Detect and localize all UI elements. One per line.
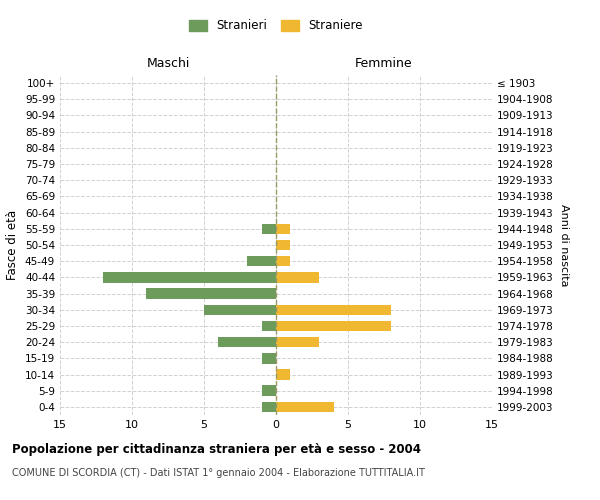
Y-axis label: Anni di nascita: Anni di nascita xyxy=(559,204,569,286)
Bar xyxy=(262,402,276,412)
Bar xyxy=(146,288,276,299)
Text: Popolazione per cittadinanza straniera per età e sesso - 2004: Popolazione per cittadinanza straniera p… xyxy=(12,442,421,456)
Bar xyxy=(276,304,391,315)
Bar xyxy=(262,320,276,331)
Bar xyxy=(276,402,334,412)
Text: Femmine: Femmine xyxy=(355,57,413,70)
Bar xyxy=(276,272,319,282)
Text: COMUNE DI SCORDIA (CT) - Dati ISTAT 1° gennaio 2004 - Elaborazione TUTTITALIA.IT: COMUNE DI SCORDIA (CT) - Dati ISTAT 1° g… xyxy=(12,468,425,477)
Y-axis label: Fasce di età: Fasce di età xyxy=(7,210,19,280)
Bar xyxy=(262,386,276,396)
Bar xyxy=(276,256,290,266)
Bar xyxy=(276,224,290,234)
Legend: Stranieri, Straniere: Stranieri, Straniere xyxy=(185,16,367,36)
Bar xyxy=(103,272,276,282)
Bar xyxy=(276,337,319,347)
Bar xyxy=(262,224,276,234)
Bar xyxy=(276,240,290,250)
Bar xyxy=(276,370,290,380)
Bar xyxy=(276,320,391,331)
Bar xyxy=(262,353,276,364)
Bar xyxy=(247,256,276,266)
Bar xyxy=(218,337,276,347)
Text: Maschi: Maschi xyxy=(146,57,190,70)
Bar xyxy=(204,304,276,315)
